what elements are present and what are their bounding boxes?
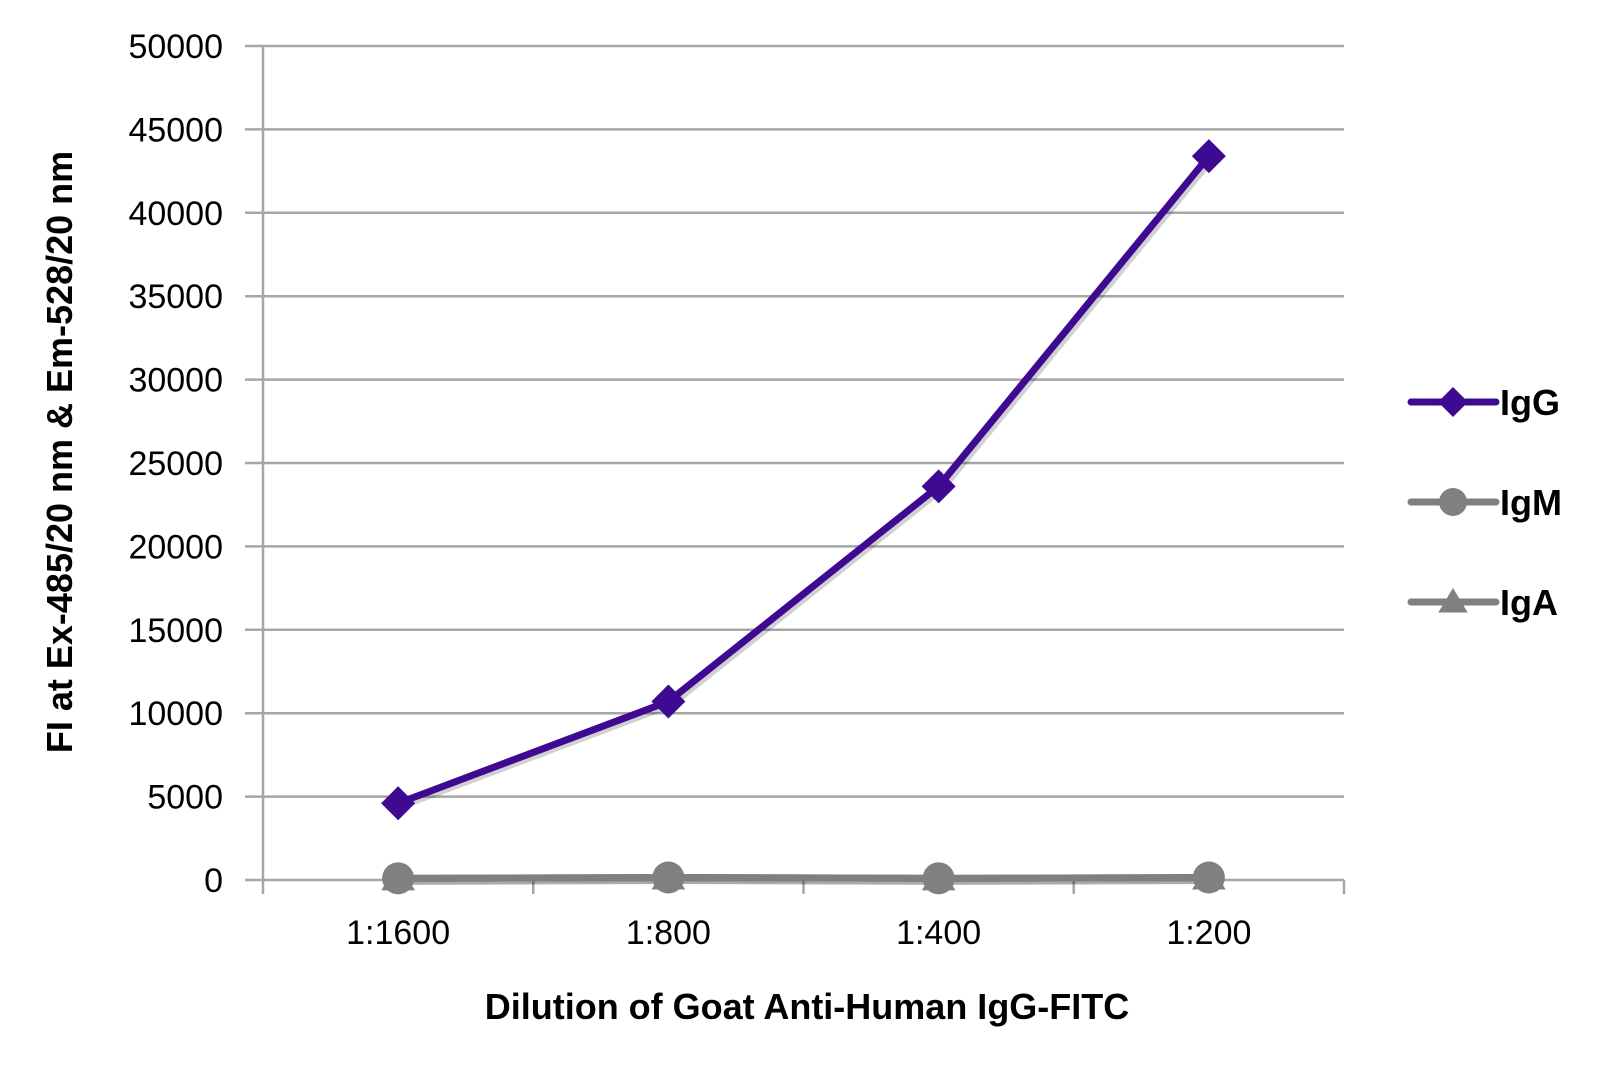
data-point-igm bbox=[922, 862, 955, 895]
series-shadow bbox=[397, 155, 1216, 810]
legend-swatch-marker bbox=[1438, 387, 1468, 417]
x-tick-label: 1:400 bbox=[896, 914, 981, 952]
y-tick-label: 35000 bbox=[128, 278, 223, 316]
data-point-igm bbox=[1192, 861, 1225, 894]
legend-label: IgM bbox=[1500, 482, 1562, 523]
legend-item-igm: IgM bbox=[1407, 482, 1562, 523]
y-tick-label: 30000 bbox=[128, 362, 223, 400]
legend-label: IgG bbox=[1500, 382, 1560, 423]
data-point-igg bbox=[921, 469, 956, 504]
data-point-igg bbox=[651, 684, 686, 719]
x-axis-title: Dilution of Goat Anti-Human IgG-FITC bbox=[485, 986, 1130, 1027]
y-tick-label: 40000 bbox=[128, 195, 223, 233]
x-tick-label: 1:200 bbox=[1166, 914, 1251, 952]
legend-item-iga: IgA bbox=[1407, 582, 1558, 623]
series-igg bbox=[381, 139, 1226, 821]
gridlines bbox=[245, 44, 1344, 798]
y-tick-label: 10000 bbox=[128, 695, 223, 733]
y-axis-title: FI at Ex-485/20 nm & Em-528/20 nm bbox=[39, 151, 80, 753]
data-point-igm bbox=[652, 861, 685, 894]
x-axis-ticks: 1:1600 1:800 1:400 1:200 bbox=[261, 880, 1346, 952]
data-point-igm bbox=[382, 862, 415, 895]
y-tick-label: 5000 bbox=[147, 779, 223, 817]
y-tick-label: 50000 bbox=[128, 28, 223, 66]
series-layer bbox=[381, 139, 1226, 895]
series-line-igg bbox=[394, 152, 1213, 807]
legend-swatch-marker bbox=[1438, 588, 1468, 613]
y-axis-ticks: 0 5000 10000 15000 20000 25000 30000 35000 40000… bbox=[128, 28, 223, 900]
legend-swatch-marker bbox=[1439, 488, 1467, 516]
legend-item-igg: IgG bbox=[1407, 382, 1560, 423]
x-tick-label: 1:800 bbox=[626, 914, 711, 952]
y-tick-label: 20000 bbox=[128, 528, 223, 566]
data-point-igg bbox=[1191, 139, 1226, 174]
y-tick-label: 15000 bbox=[128, 612, 223, 650]
data-point-igg bbox=[381, 786, 416, 821]
y-tick-label: 25000 bbox=[128, 445, 223, 483]
legend-label: IgA bbox=[1500, 582, 1558, 623]
legend: IgG IgM IgA bbox=[1407, 382, 1562, 623]
y-tick-label: 0 bbox=[204, 862, 223, 900]
series-igm bbox=[382, 861, 1225, 895]
y-tick-label: 45000 bbox=[128, 111, 223, 149]
x-tick-label: 1:1600 bbox=[346, 914, 450, 952]
series-line-igm bbox=[394, 873, 1213, 882]
